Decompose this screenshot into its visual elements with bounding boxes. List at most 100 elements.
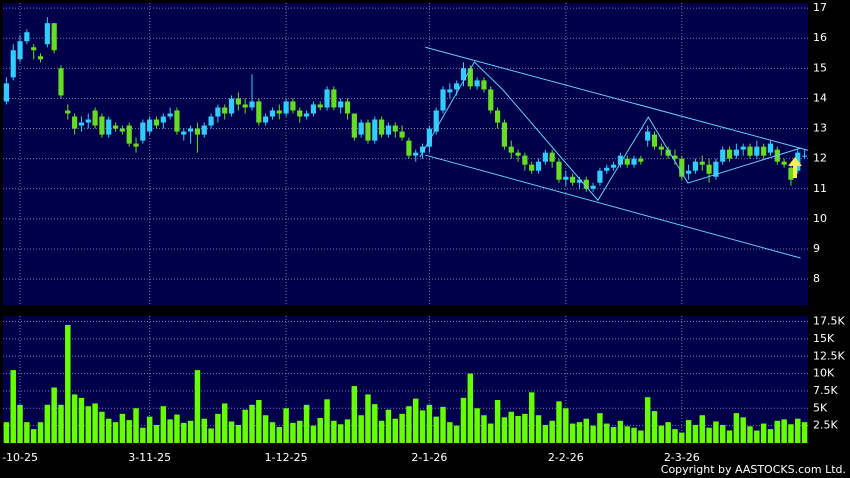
- volume-bar: [406, 406, 412, 443]
- candle-body: [181, 131, 187, 135]
- volume-bar: [181, 422, 187, 443]
- candle-body: [174, 110, 180, 132]
- candle-body: [269, 110, 276, 117]
- candle-body: [99, 116, 105, 135]
- volume-bar: [37, 422, 44, 443]
- candle-body: [399, 131, 405, 138]
- x-tick-label: 2-1-26: [411, 451, 447, 464]
- candle-body: [726, 149, 733, 159]
- volume-bar: [92, 403, 98, 443]
- candle-body: [153, 119, 160, 126]
- candle-body: [147, 119, 153, 132]
- candle-body: [85, 119, 91, 123]
- volume-bar: [569, 423, 576, 443]
- volume-bar: [508, 411, 514, 443]
- candle-body: [126, 125, 132, 144]
- volume-bar: [726, 430, 733, 443]
- candle-body: [379, 119, 385, 135]
- volume-bar: [365, 394, 371, 443]
- volume-bar: [228, 421, 235, 443]
- y-tick-label: 14: [813, 91, 827, 104]
- volume-bar: [781, 419, 787, 443]
- volume-bar: [276, 427, 283, 443]
- volume-bar: [358, 415, 364, 443]
- candle-body: [297, 110, 303, 117]
- trendline: [425, 46, 809, 151]
- volume-bar: [85, 406, 92, 443]
- candle-body: [556, 161, 562, 180]
- volume-bar: [372, 404, 378, 443]
- y-tick-label: 7.5K: [813, 384, 838, 397]
- candle-body: [276, 110, 282, 114]
- volume-bar: [133, 408, 139, 443]
- volume-bar: [385, 409, 392, 443]
- y-tick-label: 10K: [813, 367, 835, 380]
- trendline: [425, 154, 801, 259]
- candle-body: [672, 155, 678, 159]
- volume-bar: [242, 409, 248, 443]
- candle-body: [781, 161, 787, 165]
- volume-bar: [658, 425, 665, 443]
- candle-body: [549, 152, 555, 162]
- candle-body: [747, 146, 753, 156]
- plot-area: [3, 3, 808, 305]
- candle-body: [133, 143, 139, 147]
- volume-bar: [419, 410, 426, 443]
- volume-bar: [488, 423, 494, 443]
- volume-bar: [774, 420, 781, 443]
- candle-body: [529, 164, 535, 171]
- candle-body: [331, 89, 337, 108]
- candle-body: [78, 122, 85, 126]
- volume-bar: [767, 429, 774, 443]
- candle-body: [385, 125, 392, 135]
- volume-bar: [433, 416, 439, 443]
- volume-bar: [719, 424, 726, 443]
- volume-bar: [638, 430, 644, 443]
- volume-bar: [754, 430, 760, 443]
- candle-body: [522, 155, 528, 165]
- candle-body: [426, 128, 432, 147]
- volume-bar: [672, 429, 678, 443]
- candle-body: [433, 110, 439, 132]
- candle-body: [249, 101, 255, 108]
- volume-bar: [153, 424, 160, 443]
- arrow-icon: [788, 157, 802, 178]
- candle-body: [31, 47, 37, 51]
- y-tick-label: 5K: [813, 401, 828, 414]
- candle-body: [317, 104, 323, 108]
- volume-bar: [447, 422, 453, 443]
- volume-bar: [283, 408, 289, 443]
- candle-body: [283, 101, 289, 114]
- candle-body: [590, 185, 596, 189]
- candle-body: [419, 146, 426, 153]
- candle-body: [495, 110, 501, 123]
- candle-body: [617, 155, 623, 165]
- candle-body: [310, 104, 316, 114]
- candle-body: [290, 101, 296, 111]
- volume-bar: [290, 422, 296, 443]
- volume-bar: [685, 420, 692, 443]
- x-tick-label: 2-2-26: [548, 451, 584, 464]
- volume-bar: [30, 429, 37, 443]
- candle-body: [44, 23, 50, 45]
- volume-bar: [208, 428, 214, 443]
- volume-bar: [515, 415, 521, 443]
- volume-bar: [174, 414, 180, 443]
- volume-bar: [160, 406, 167, 443]
- volume-bar: [795, 418, 801, 443]
- candle-body: [413, 152, 419, 156]
- volume-bar: [126, 420, 132, 443]
- volume-bar: [706, 427, 712, 443]
- candle-body: [651, 134, 658, 147]
- candle-body: [65, 110, 71, 114]
- y-tick-label: 2.5K: [813, 419, 838, 432]
- volume-bar: [249, 404, 255, 443]
- candle-body: [37, 56, 44, 60]
- y-tick-label: 13: [813, 122, 827, 135]
- candle-body: [576, 179, 583, 183]
- volume-bar: [460, 397, 467, 443]
- volume-bar: [235, 424, 242, 443]
- candle-body: [501, 122, 508, 147]
- volume-bar: [665, 422, 671, 443]
